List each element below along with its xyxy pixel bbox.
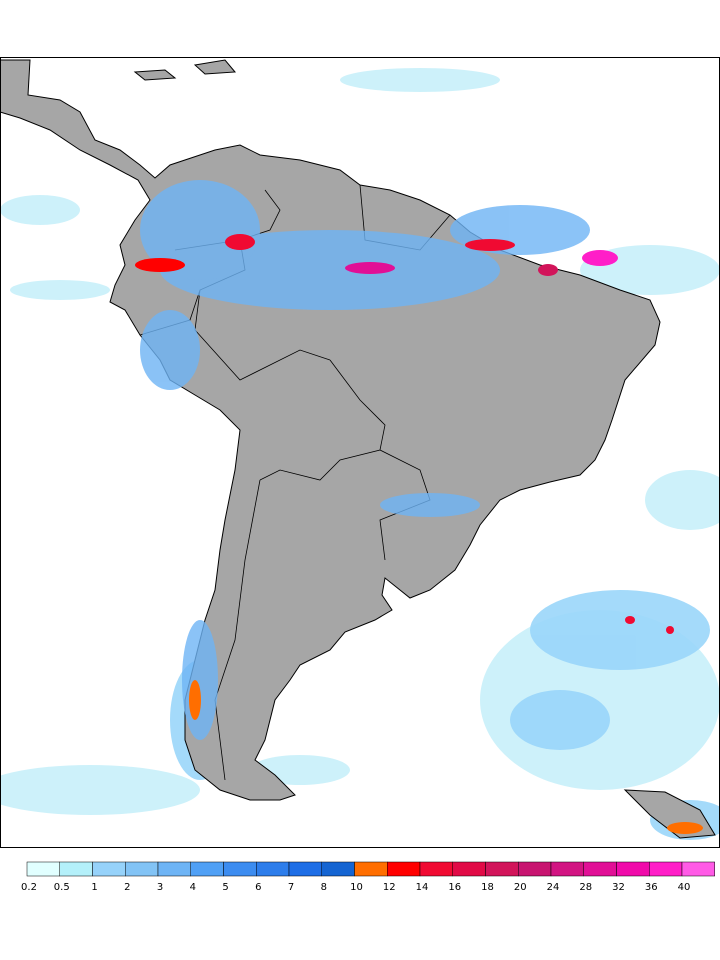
colorbar-segment (649, 861, 683, 877)
island (133, 69, 177, 81)
precip-heavy (135, 234, 703, 834)
colorbar-segment (452, 861, 486, 877)
colorbar-segment (288, 861, 322, 877)
colorbar-label: 0.5 (54, 882, 70, 893)
colorbar-label: 4 (190, 882, 196, 893)
colorbar-label: 2 (124, 882, 130, 893)
colorbar-segment (190, 861, 224, 877)
colorbar-label: 40 (678, 882, 691, 893)
colorbar-label: 0.2 (21, 882, 37, 893)
colorbar-segment (157, 861, 191, 877)
colorbar-label: 7 (288, 882, 294, 893)
colorbar-label: 12 (383, 882, 396, 893)
colorbar-label: 24 (547, 882, 560, 893)
colorbar-label: 16 (448, 882, 461, 893)
colorbar-label: 1 (91, 882, 97, 893)
colorbar-label: 28 (579, 882, 592, 893)
colorbar-segment (681, 861, 715, 877)
colorbar-label: 20 (514, 882, 527, 893)
colorbar-segment (26, 861, 60, 877)
colorbar-segment (223, 861, 257, 877)
colorbar-segment (518, 861, 552, 877)
colorbar-label: 18 (481, 882, 494, 893)
colorbar-label: 14 (416, 882, 429, 893)
island (193, 59, 237, 75)
colorbar: 0.2 0.5 1 2 3 4 5 6 7 8 10 12 14 16 18 20 24 28 32 36 40 (21, 861, 715, 893)
colorbar-segment (550, 861, 584, 877)
colorbar-segment (616, 861, 650, 877)
colorbar-segment (92, 861, 126, 877)
colorbar-label: 8 (321, 882, 327, 893)
colorbar-segment (583, 861, 617, 877)
colorbar-label: 6 (255, 882, 261, 893)
colorbar-segment (419, 861, 453, 877)
colorbar-label: 10 (350, 882, 363, 893)
colorbar-label: 5 (222, 882, 228, 893)
colorbar-segment (125, 861, 159, 877)
colorbar-label: 36 (645, 882, 658, 893)
colorbar-label: 3 (157, 882, 163, 893)
colorbar-segment (387, 861, 421, 877)
colorbar-segment (354, 861, 388, 877)
colorbar-segment (321, 861, 355, 877)
colorbar-segment (256, 861, 290, 877)
colorbar-segment (59, 861, 93, 877)
map (0, 57, 720, 848)
colorbar-segment (485, 861, 519, 877)
colorbar-label: 32 (612, 882, 625, 893)
